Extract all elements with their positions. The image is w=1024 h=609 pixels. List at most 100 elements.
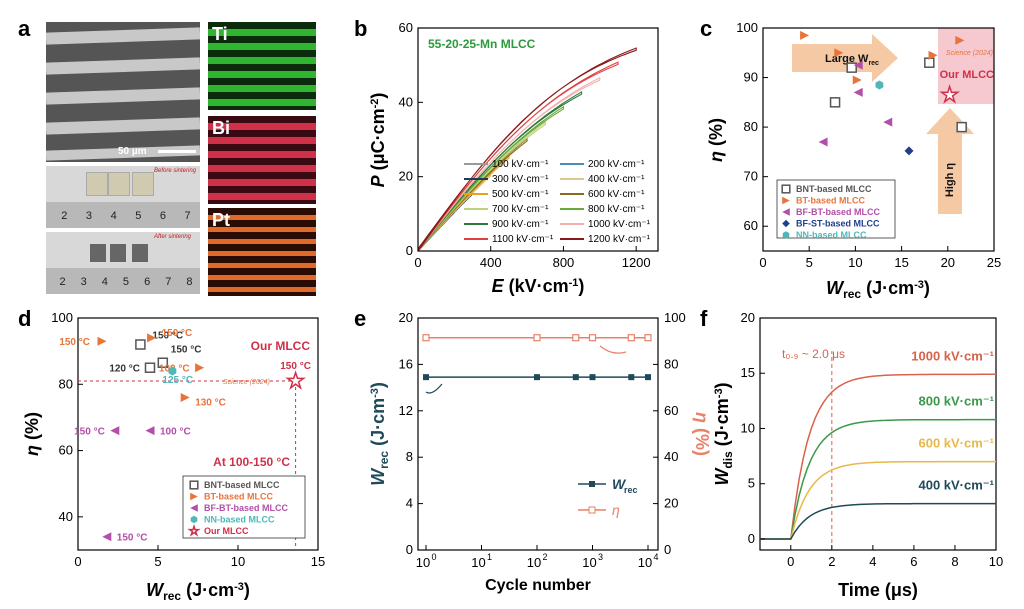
eta-point <box>572 334 580 342</box>
x-tick-exponent: 1 <box>487 552 492 562</box>
x-tick-exponent: 0 <box>431 552 436 562</box>
legend-label: 300 kV·cm⁻¹ <box>492 174 549 185</box>
x-tick-label: 400 <box>480 255 502 270</box>
legend-label: 1000 kV·cm⁻¹ <box>588 219 651 230</box>
w-rec-point <box>534 374 540 381</box>
panel-label-b: b <box>354 16 367 41</box>
y-tick-label: 100 <box>664 310 686 325</box>
eds-label-pt: Pt <box>212 210 230 230</box>
y-tick-label: 20 <box>664 496 678 511</box>
temperature-label: 120 °C <box>109 364 140 375</box>
y-axis-right-label: η (%) <box>692 412 712 456</box>
x-tick-label: 15 <box>894 255 908 270</box>
data-point-bnt <box>144 362 156 373</box>
x-tick-label: 0 <box>74 554 81 569</box>
series-label: 1000 kV·cm⁻¹ <box>911 348 994 363</box>
legend-marker <box>187 523 201 537</box>
panel-label-c: c <box>700 16 712 41</box>
pe-loop <box>417 90 583 252</box>
x-tick-label: 25 <box>987 255 1001 270</box>
legend-label: Our MLCC <box>204 526 249 536</box>
legend-box <box>182 475 306 539</box>
high-eta-label: High η <box>944 163 956 197</box>
data-point-bt <box>180 393 190 403</box>
y-axis-label: Wdis (J·cm-3) <box>712 382 735 485</box>
series-label: 400 kV·cm⁻¹ <box>918 478 994 493</box>
temperature-label: 130 °C <box>195 398 226 409</box>
x-tick-label: 5 <box>806 255 813 270</box>
x-tick-label: 10 <box>527 555 541 570</box>
temperature-label: 150 °C <box>162 328 193 339</box>
high-eta-arrow <box>926 108 974 214</box>
data-point-bt <box>852 75 862 85</box>
y-tick-label: 0 <box>406 542 413 557</box>
y-tick-label: 15 <box>741 365 755 380</box>
x-tick-label: 0 <box>414 255 421 270</box>
data-point-our <box>939 83 960 104</box>
y-axis-left-label: Wrec (J·cm-3) <box>368 382 391 486</box>
pe-loop <box>417 47 637 252</box>
legend-box <box>776 179 896 239</box>
x-tick-label: 10 <box>416 555 430 570</box>
plot-frame <box>417 27 659 252</box>
legend-label: 700 kV·cm⁻¹ <box>492 204 549 215</box>
x-axis-label: Wrec (J·cm-3) <box>146 580 250 603</box>
data-point-bf-bt <box>818 137 828 147</box>
legend-label: NN-based MLCC <box>204 515 275 525</box>
y-tick-label: 80 <box>59 376 73 391</box>
pe-loop <box>417 76 601 252</box>
plot-frame <box>77 317 319 551</box>
y-tick-label: 60 <box>399 20 413 35</box>
w-rec-point <box>572 374 579 381</box>
sem-image: 50 µm <box>46 22 200 162</box>
data-point-bf-bt <box>110 426 120 436</box>
y-tick-label: 70 <box>744 169 758 184</box>
x-tick-exponent: 4 <box>653 552 658 562</box>
y-axis-label: η (%) <box>706 118 726 162</box>
eds-map-bi: Bi <box>208 116 316 204</box>
series-label: 800 kV·cm⁻¹ <box>918 394 994 409</box>
legend-marker <box>782 208 790 216</box>
y-axis-label: P (μC·cm-2) <box>368 93 388 188</box>
y-tick-label: 40 <box>664 449 678 464</box>
y-tick-label: 0 <box>748 531 755 546</box>
w-rec-point <box>423 374 429 381</box>
y-tick-label: 60 <box>664 403 678 418</box>
right-axis-arrow <box>599 345 627 354</box>
panel-label-f: f <box>700 306 708 331</box>
temperature-label: 150 °C <box>74 427 105 438</box>
y-tick-label: 90 <box>744 70 758 85</box>
legend-label-w: W <box>612 476 627 492</box>
temperature-label: 150 °C <box>280 361 311 372</box>
eds-label-ti: Ti <box>212 24 228 44</box>
legend-marker <box>189 480 199 490</box>
legend-marker-w <box>589 481 595 487</box>
data-point-bt <box>97 336 107 346</box>
plot-frame <box>762 27 995 252</box>
data-point-bt <box>147 333 157 343</box>
our-mlcc-label: Our MLCC <box>940 69 994 81</box>
data-point-bt <box>195 363 205 373</box>
chart-title: 55-20-25-Mn MLCC <box>428 37 536 51</box>
data-point-bnt <box>135 339 146 350</box>
temperature-label: 150 °C <box>117 533 148 544</box>
legend-label: 400 kV·cm⁻¹ <box>588 174 645 185</box>
eta-point <box>588 334 597 342</box>
legend-label: NN-based MLCC <box>796 230 867 240</box>
x-tick-label: 20 <box>941 255 955 270</box>
legend-label-w-sub: rec <box>624 485 638 495</box>
x-tick-label: 1200 <box>622 255 651 270</box>
legend-marker <box>782 219 790 228</box>
panel-label-d: d <box>18 306 31 331</box>
legend-marker <box>781 184 791 194</box>
data-point-nn <box>875 80 884 90</box>
scale-bar <box>158 150 196 153</box>
x-tick-label: 2 <box>828 554 835 569</box>
x-tick-label: 10 <box>582 555 596 570</box>
eds-map-pt: Pt <box>208 208 316 296</box>
legend-label: 900 kV·cm⁻¹ <box>492 219 549 230</box>
data-point-bf-bt <box>853 60 863 70</box>
